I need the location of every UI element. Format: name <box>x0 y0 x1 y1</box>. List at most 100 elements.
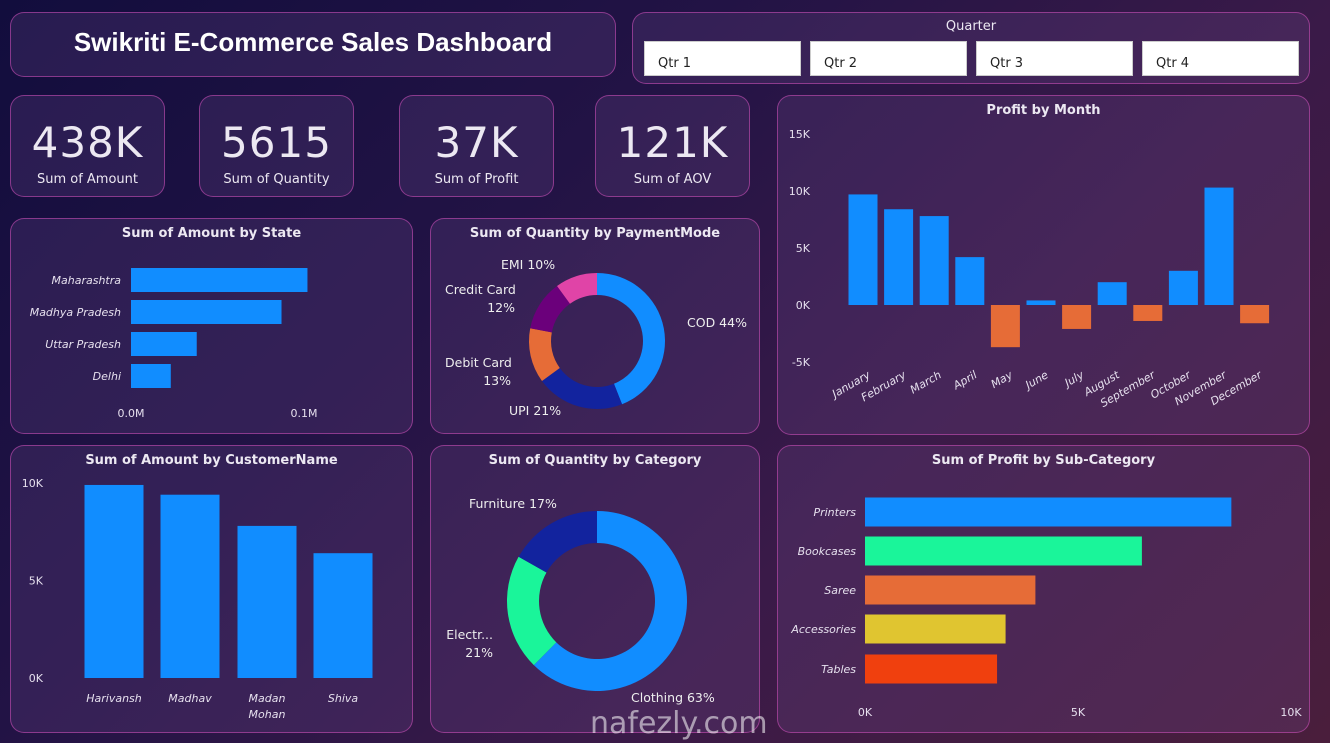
bar-harivansh[interactable] <box>84 484 144 678</box>
x-tick-label: 0K <box>858 706 873 719</box>
category-label: Tables <box>821 663 856 676</box>
y-tick-label: 10K <box>22 477 44 490</box>
x-tick-label: Harivansh <box>86 692 142 705</box>
bar-madan-mohan[interactable] <box>237 525 297 678</box>
slicer-option-qtr-4[interactable]: Qtr 4 <box>1142 41 1299 76</box>
slice-furniture[interactable] <box>518 511 597 573</box>
slice-cod[interactable] <box>597 273 666 405</box>
data-label-furniture: Furniture 17% <box>469 496 557 511</box>
kpi-label: Sum of AOV <box>633 172 712 187</box>
bar-shiva[interactable] <box>313 553 373 678</box>
chart-profit-by-subcategory: Sum of Profit by Sub-Category Printers Bo… <box>777 445 1310 733</box>
bar-delhi[interactable] <box>131 364 171 388</box>
kpi-label: Sum of Amount <box>36 172 139 187</box>
paymentmode-donut-chart <box>529 273 666 409</box>
chart-title: Profit by Month <box>986 103 1101 118</box>
x-tick-label: 5K <box>1071 706 1086 719</box>
label-text: Credit Card <box>445 282 516 297</box>
quarter-slicer: Quarter Qtr 1 Qtr 2 Qtr 3 Qtr 4 <box>632 12 1310 84</box>
data-label-credit-card: Credit Card 12% <box>445 281 516 317</box>
y-tick-label: 5K <box>29 575 44 588</box>
bar-june[interactable] <box>1026 300 1056 305</box>
state-bar-chart: Maharashtra Madhya Pradesh Uttar Pradesh De… <box>30 268 317 420</box>
category-label: Maharashtra <box>52 274 122 287</box>
chart-quantity-by-paymentmode: Sum of Quantity by PaymentMode EMI 10% C… <box>430 218 760 434</box>
watermark: nafezly.com <box>590 706 768 741</box>
label-pct: 12% <box>487 300 515 315</box>
y-tick-label: 0K <box>29 672 44 685</box>
kpi-card-aov: 121K Sum of AOV <box>595 95 750 197</box>
bar-madhav[interactable] <box>160 494 220 678</box>
category-label: Saree <box>824 584 856 597</box>
bar-august[interactable] <box>1097 282 1127 305</box>
slicer-option-qtr-3[interactable]: Qtr 3 <box>976 41 1133 76</box>
x-tick-label: Shiva <box>328 692 359 705</box>
chart-title: Sum of Quantity by Category <box>488 453 702 468</box>
category-label: Uttar Pradesh <box>45 338 121 351</box>
slice-emi[interactable] <box>557 273 597 304</box>
page-title: Swikriti E-Commerce Sales Dashboard <box>73 27 553 57</box>
chart-title: Sum of Profit by Sub-Category <box>931 453 1156 468</box>
slice-credit-card[interactable] <box>530 285 570 333</box>
chart-amount-by-state: Sum of Amount by State Maharashtra Madhya… <box>10 218 413 434</box>
y-tick-label: 10K <box>789 185 811 198</box>
bar-maharashtra[interactable] <box>131 268 308 292</box>
category-label: Madhya Pradesh <box>30 306 121 319</box>
data-label-debit-card: Debit Card 13% <box>445 354 512 390</box>
data-label-upi: UPI 21% <box>509 403 562 418</box>
category-donut-chart <box>507 511 687 691</box>
slice-electronics[interactable] <box>507 556 557 666</box>
bar-october[interactable] <box>1168 270 1198 305</box>
bar-march[interactable] <box>919 216 949 305</box>
x-tick-label: March <box>908 368 944 396</box>
bar-september[interactable] <box>1133 305 1163 321</box>
category-label: Printers <box>813 506 856 519</box>
x-tick-label: Mohan <box>249 708 286 721</box>
bar-january[interactable] <box>848 194 878 305</box>
x-tick-label: April <box>950 368 979 392</box>
bar-december[interactable] <box>1240 305 1270 324</box>
data-label-cod: COD 44% <box>687 315 747 330</box>
bar-uttar-pradesh[interactable] <box>131 332 197 356</box>
y-tick-label: 0K <box>796 299 811 312</box>
slice-debit-card[interactable] <box>529 328 560 381</box>
chart-title: Sum of Amount by State <box>121 226 302 241</box>
slice-clothing[interactable] <box>533 511 687 691</box>
category-label: Bookcases <box>798 545 857 558</box>
bar-tables[interactable] <box>865 654 998 684</box>
bar-april[interactable] <box>955 257 985 305</box>
x-tick-label: 10K <box>1280 706 1302 719</box>
bar-printers[interactable] <box>865 497 1232 527</box>
bar-madhya-pradesh[interactable] <box>131 300 282 324</box>
bar-july[interactable] <box>1062 305 1092 329</box>
bar-accessories[interactable] <box>865 614 1006 644</box>
slicer-option-qtr-2[interactable]: Qtr 2 <box>810 41 967 76</box>
kpi-card-quantity: 5615 Sum of Quantity <box>199 95 354 197</box>
y-tick-label: 5K <box>796 242 811 255</box>
subcategory-bar-chart: Printers Bookcases Saree Accessories Tables 0… <box>790 497 1302 719</box>
customer-bar-chart: 10K 5K 0K Harivansh Madhav Madan Mohan Shiva <box>22 477 373 721</box>
bar-november[interactable] <box>1204 187 1234 305</box>
bar-saree[interactable] <box>865 575 1036 605</box>
chart-title: Sum of Amount by CustomerName <box>85 453 338 468</box>
slicer-title: Quarter <box>945 19 997 34</box>
x-tick-label: 0.0M <box>118 407 145 420</box>
data-label-clothing: Clothing 63% <box>631 690 715 705</box>
label-pct: 13% <box>483 373 511 388</box>
x-tick-label: Madhav <box>168 692 212 705</box>
slicer-option-qtr-1[interactable]: Qtr 1 <box>644 41 801 76</box>
chart-quantity-by-category: Sum of Quantity by Category Furniture 17… <box>430 445 760 733</box>
kpi-value: 438K <box>31 118 144 167</box>
kpi-label: Sum of Quantity <box>223 172 330 187</box>
slice-upi[interactable] <box>541 368 623 409</box>
label-pct: 21% <box>465 645 493 660</box>
bar-bookcases[interactable] <box>865 536 1142 566</box>
title-panel: Swikriti E-Commerce Sales Dashboard <box>10 12 616 77</box>
chart-profit-by-month: Profit by Month 15K 10K 5K 0K -5K January Febr… <box>777 95 1310 435</box>
bar-february[interactable] <box>884 209 914 305</box>
kpi-value: 37K <box>434 118 519 167</box>
chart-amount-by-customer: Sum of Amount by CustomerName 10K 5K 0K Har… <box>10 445 413 733</box>
kpi-label: Sum of Profit <box>434 172 519 187</box>
bar-may[interactable] <box>990 305 1020 348</box>
